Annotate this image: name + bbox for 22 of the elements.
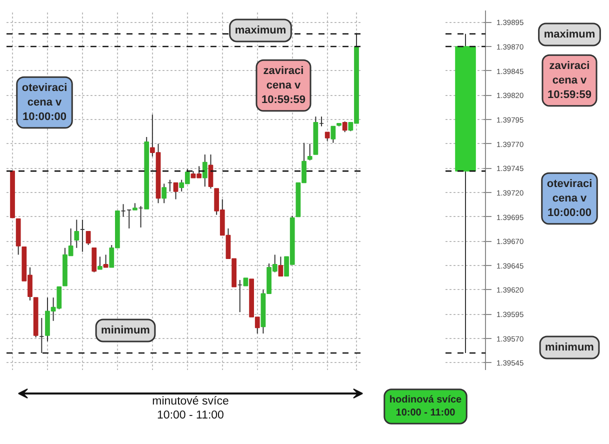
- candlestick: [278, 256, 284, 277]
- text: minimum: [545, 342, 594, 354]
- text: hodinová svíce 10:00 - 11:00: [389, 394, 462, 419]
- text: maximum: [544, 28, 596, 40]
- annotation: oteviraci cena v 10:00:00: [22, 82, 68, 123]
- annotation: maximum: [234, 24, 286, 36]
- candlestick: [342, 120, 348, 133]
- candlestick: [86, 230, 91, 246]
- text: oteviraci cena v 10:00:00: [546, 178, 592, 219]
- text: minutové svíce 10:00 - 11:00: [152, 395, 229, 422]
- candlestick: [307, 143, 312, 161]
- candlestick: [202, 154, 208, 188]
- candlestick: [208, 154, 214, 190]
- candlestick: [162, 183, 167, 204]
- annotation: zaviraci cena v 10:59:59: [261, 65, 306, 106]
- candlestick: [330, 126, 336, 144]
- text: zaviraci cena v 10:59:59: [547, 60, 592, 101]
- candlestick: [92, 247, 97, 273]
- candlestick: [74, 219, 80, 248]
- candlestick: [103, 254, 108, 268]
- annotation: minimum: [101, 324, 150, 336]
- candlestick: [98, 256, 102, 270]
